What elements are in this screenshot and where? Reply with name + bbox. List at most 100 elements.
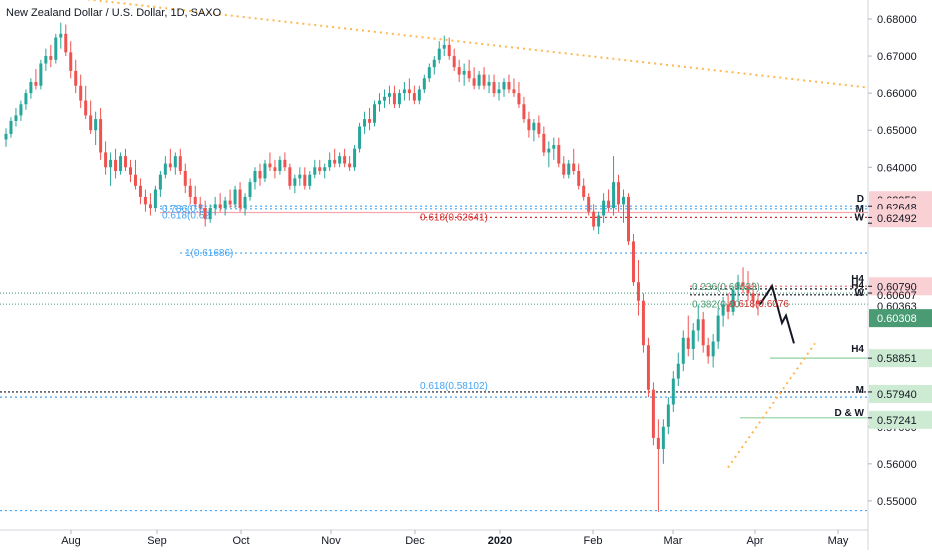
y-axis[interactable]: 0.680000.670000.660000.650000.640000.570…	[868, 14, 932, 508]
x-tick-label: Sep	[147, 535, 167, 547]
candle-body	[203, 208, 207, 220]
candle-body	[54, 37, 58, 60]
price-label: 0.57940	[877, 389, 917, 401]
candle-body	[552, 145, 556, 149]
candle-body	[24, 93, 28, 105]
candle-body	[298, 174, 302, 179]
candle-body	[532, 122, 536, 131]
trendline-upper	[84, 0, 868, 89]
candle-body	[39, 63, 43, 86]
price-label: 0.60308	[877, 313, 917, 325]
x-tick-label: Oct	[232, 535, 249, 547]
candle-body	[84, 100, 88, 116]
candle-body	[143, 196, 147, 205]
candle-body	[69, 52, 73, 71]
candle-body	[502, 82, 506, 90]
candle-body	[681, 337, 685, 364]
y-tick-label: 0.55000	[877, 496, 917, 508]
candle-body	[427, 67, 431, 79]
projection-path	[759, 283, 795, 344]
candle-body	[612, 182, 616, 209]
price-label-box	[869, 277, 932, 296]
candle-body	[756, 300, 760, 305]
candle-body	[741, 282, 745, 286]
candle-body	[278, 159, 282, 171]
x-tick-label: Mar	[664, 535, 683, 547]
candle-body	[129, 167, 132, 175]
x-axis[interactable]: Aug Sep Oct Nov Dec 2020 Feb Mar Apr May	[61, 530, 849, 547]
candle-body	[293, 178, 297, 186]
candle-body	[373, 104, 377, 123]
x-tick-label: Apr	[746, 535, 763, 547]
candle-body	[382, 96, 386, 101]
candle-body	[64, 33, 68, 53]
candle-body	[422, 78, 426, 90]
candle-body	[253, 170, 257, 183]
candle-body	[477, 74, 481, 86]
price-label-box	[869, 209, 932, 228]
candle-body	[328, 159, 332, 168]
candle-body	[656, 437, 660, 450]
candle-body	[736, 282, 740, 290]
price-label-box	[869, 309, 932, 328]
candle-body	[691, 330, 695, 349]
chart-title: New Zealand Dollar / U.S. Dollar, 1D, SA…	[6, 7, 222, 19]
candle-body	[651, 389, 655, 438]
candle-body	[59, 33, 63, 38]
price-label-box	[869, 384, 932, 403]
candle-body	[323, 167, 327, 171]
candle-body	[711, 341, 715, 357]
fib-label: 0.618(0.62	[162, 211, 210, 222]
candle-body	[248, 182, 252, 197]
candle-body	[706, 345, 710, 357]
price-label-box	[869, 349, 932, 368]
candle-body	[497, 89, 501, 94]
candle-body	[631, 241, 635, 283]
candle-body	[636, 282, 640, 301]
candle-body	[437, 48, 441, 60]
x-tick-label: Feb	[584, 535, 603, 547]
candle-body	[79, 85, 83, 101]
candle-body	[94, 119, 98, 131]
level-tag: M	[856, 204, 864, 215]
candle-body	[333, 159, 337, 164]
y-tick-label: 0.65000	[877, 125, 917, 137]
candle-body	[74, 70, 78, 86]
level-tag: D & W	[835, 408, 865, 419]
candle-body	[602, 200, 606, 216]
candle-body	[178, 156, 182, 171]
candle-body	[646, 345, 650, 390]
candle-body	[462, 70, 466, 75]
level-tag: D	[857, 194, 864, 205]
candle-body	[661, 426, 665, 450]
candle-body	[34, 82, 38, 86]
candle-body	[4, 133, 8, 140]
fib-label: 0.382(0.60	[692, 299, 740, 310]
candle-body	[387, 93, 391, 97]
candle-body	[153, 189, 157, 209]
candle-body	[158, 174, 162, 190]
candle-body	[163, 163, 167, 175]
candle-body	[119, 156, 123, 171]
candle-body	[726, 304, 730, 312]
candle-body	[622, 196, 626, 205]
candle-body	[363, 119, 367, 127]
candle-body	[168, 163, 172, 168]
candle-body	[716, 315, 720, 342]
candle-body	[213, 204, 217, 209]
candle-body	[9, 120, 13, 134]
x-tick-label: Dec	[405, 535, 425, 547]
candle-body	[138, 185, 142, 197]
candle-body	[407, 89, 411, 94]
candle-body	[243, 196, 247, 209]
candle-body	[29, 82, 33, 94]
candle-body	[696, 319, 700, 331]
candle-body	[512, 89, 516, 94]
fib-label: 0.786(0.6	[162, 204, 205, 215]
candle-body	[343, 156, 347, 164]
level-tag: W	[855, 288, 865, 299]
candle-body	[308, 174, 312, 186]
price-label: 0.60607	[877, 290, 917, 302]
